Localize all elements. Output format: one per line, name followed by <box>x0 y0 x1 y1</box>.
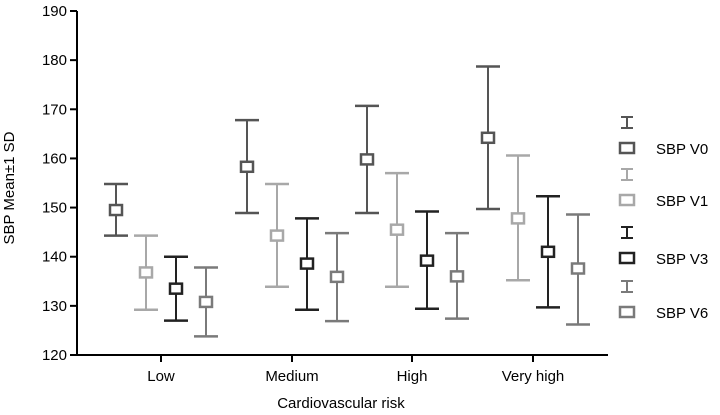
y-tick-label: 130 <box>42 298 67 315</box>
legend-label: SBP V1 <box>656 193 708 210</box>
legend-box-icon <box>618 305 636 319</box>
mean-marker <box>389 223 405 236</box>
y-tick-label: 120 <box>42 347 67 364</box>
mean-marker <box>540 245 556 259</box>
series-2-group <box>134 154 530 312</box>
mean-marker <box>480 131 496 145</box>
mean-marker <box>108 203 124 217</box>
series-1-group <box>104 65 500 237</box>
mean-marker <box>299 257 315 270</box>
series-3-group <box>164 195 560 322</box>
legend-box-icon <box>618 141 636 155</box>
mean-marker <box>449 270 465 283</box>
x-tick-label: Low <box>147 368 175 385</box>
mean-marker <box>359 153 375 166</box>
x-tick-label: Very high <box>502 368 565 385</box>
legend-box-icon <box>618 251 636 265</box>
legend-box-icon <box>618 193 636 207</box>
legend-item-4: SBP V6 <box>618 280 708 322</box>
legend-item-2: SBP V1 <box>618 168 708 210</box>
x-tick-label: High <box>397 368 428 385</box>
y-axis-label: SBP Mean±1 SD <box>1 131 18 244</box>
mean-marker <box>570 262 586 275</box>
legend-item-3: SBP V3 <box>618 226 708 268</box>
legend-item-1: SBP V0 <box>618 116 708 158</box>
mean-marker <box>198 295 214 309</box>
mean-marker <box>419 254 435 267</box>
legend-label: SBP V3 <box>656 251 708 268</box>
mean-marker <box>168 282 184 295</box>
series-4-group <box>194 213 590 338</box>
y-tick-label: 150 <box>42 200 67 217</box>
y-tick-label: 140 <box>42 249 67 266</box>
x-tick-label: Medium <box>265 368 318 385</box>
legend: SBP V0 SBP V1 SBP V3 SBP V6 <box>618 116 708 322</box>
axes: 120 130 140 150 160 170 180 190 Low Medium High Ver… <box>42 3 608 385</box>
y-tick-label: 180 <box>42 52 67 69</box>
legend-label: SBP V6 <box>656 305 708 322</box>
y-tick-label: 160 <box>42 150 67 167</box>
error-bars <box>104 65 590 338</box>
y-tick-label: 170 <box>42 101 67 118</box>
mean-marker <box>138 266 154 279</box>
mean-marker <box>510 212 526 225</box>
x-axis-label: Cardiovascular risk <box>277 395 405 412</box>
mean-marker <box>239 160 255 174</box>
mean-marker <box>269 229 285 242</box>
mean-marker <box>329 270 345 284</box>
legend-label: SBP V0 <box>656 141 708 158</box>
y-tick-label: 190 <box>42 3 67 20</box>
